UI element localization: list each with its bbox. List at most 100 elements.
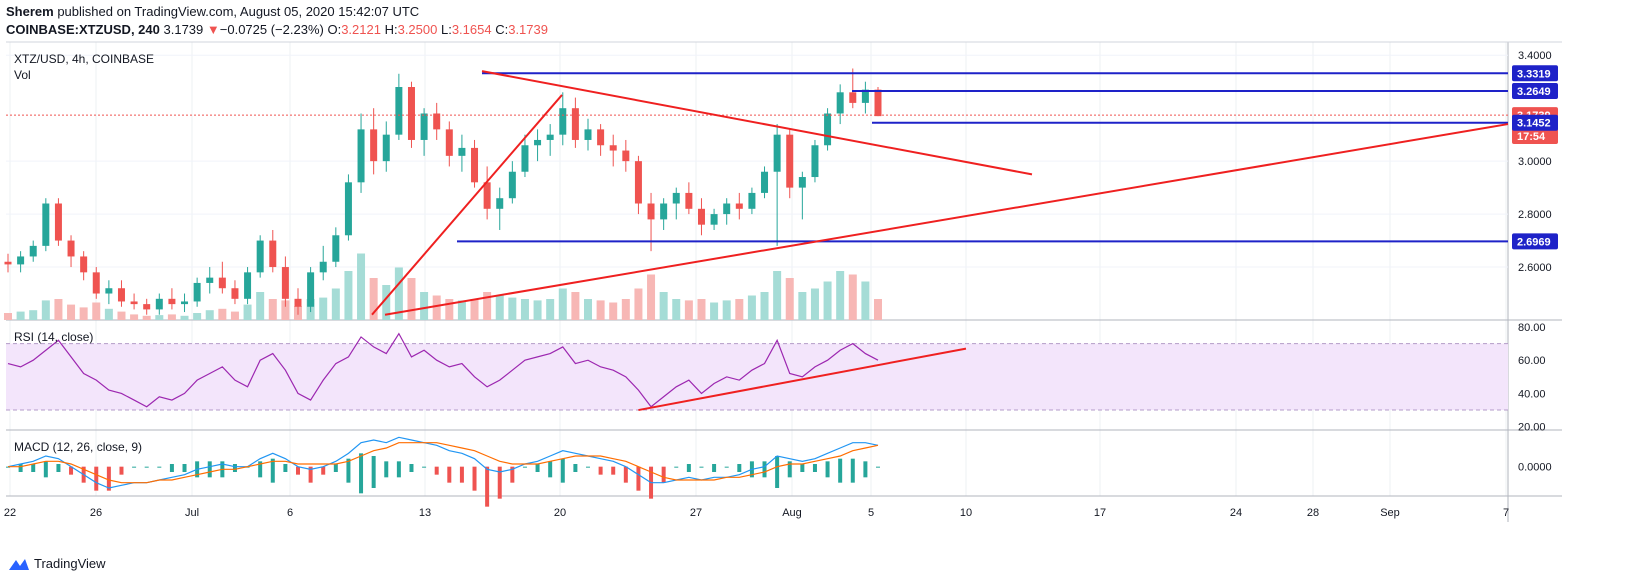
candle-body: [80, 256, 88, 273]
volume-bar: [218, 308, 227, 320]
open-label: O:: [327, 22, 342, 37]
volume-bar: [445, 299, 454, 320]
candle-body: [647, 203, 655, 220]
last-price: 3.1739: [163, 22, 204, 37]
volume-bar: [29, 310, 38, 320]
rsi-line: [7, 332, 879, 408]
candle-body: [697, 208, 705, 225]
macd-histogram-bar: [485, 466, 490, 507]
price-tag-label: 17:54: [1517, 131, 1546, 143]
rsi-tick-label: 80.00: [1518, 322, 1546, 334]
volume-bar: [470, 299, 479, 320]
low-label: L:: [440, 22, 452, 37]
macd-histogram-bar: [296, 466, 300, 475]
macd-histogram-bar: [623, 466, 628, 483]
macd-histogram-bar: [762, 461, 767, 478]
macd-histogram-bar: [333, 464, 338, 472]
macd-histogram-bar: [510, 466, 515, 483]
open-value: 3.2121: [341, 22, 381, 37]
close-label: C:: [495, 22, 509, 37]
macd-histogram-bar: [359, 453, 364, 494]
x-tick-label: 27: [690, 507, 702, 519]
macd-label: MACD (12, 26, close, 9): [14, 440, 143, 454]
macd-tick-label: 0.0000: [1518, 462, 1552, 474]
volume-bar: [495, 295, 504, 320]
price-tick-label: 2.6000: [1518, 262, 1552, 274]
candle-body: [256, 240, 264, 273]
macd-histogram-bar: [787, 461, 792, 478]
candle-body: [357, 129, 365, 183]
volume-bar: [836, 271, 845, 320]
volume-bar: [773, 271, 782, 320]
x-tick-label: 26: [90, 507, 102, 519]
volume-bar: [722, 300, 731, 320]
x-tick-label: 20: [554, 507, 566, 519]
macd-histogram-bar: [560, 458, 565, 483]
volume-bar: [457, 300, 466, 320]
volume-bar: [268, 299, 277, 320]
candle-body: [218, 277, 226, 289]
macd-histogram-bar: [94, 466, 99, 491]
volume-bar: [130, 314, 139, 320]
x-tick-label: 10: [960, 507, 972, 519]
macd-histogram-bar: [636, 466, 641, 491]
tradingview-logo-icon: [9, 558, 29, 570]
trendline: [371, 94, 563, 316]
volume-bar: [483, 292, 492, 320]
candle-body: [168, 298, 176, 305]
candle-body: [597, 129, 605, 146]
price-tick-label: 2.8000: [1518, 209, 1552, 221]
author-name[interactable]: Sherem: [6, 4, 54, 19]
volume-bar: [155, 315, 164, 320]
macd-histogram-bar: [712, 464, 717, 472]
macd-histogram-bar: [699, 466, 704, 468]
volume-bar: [180, 315, 189, 320]
volume-bar: [92, 302, 101, 320]
high-label: H:: [384, 22, 398, 37]
price-tag-label: 3.2649: [1517, 86, 1551, 98]
candle-body: [483, 182, 491, 209]
candle-body: [269, 240, 277, 268]
macd-histogram-bar: [674, 466, 679, 468]
macd-histogram-bar: [182, 464, 187, 472]
candle-body: [181, 301, 189, 305]
macd-histogram-bar: [144, 466, 149, 468]
macd-histogram-bar: [459, 466, 464, 483]
macd-histogram-bar: [724, 466, 729, 468]
macd-histogram-bar: [69, 466, 74, 475]
candle-body: [344, 182, 352, 236]
publish-info: Sherem published on TradingView.com, Aug…: [6, 4, 419, 19]
volume-bar: [823, 281, 832, 320]
volume-bar: [861, 281, 870, 320]
macd-histogram-bar: [409, 464, 414, 472]
candle-body: [811, 145, 819, 178]
volume-label: Vol: [14, 68, 31, 82]
candle-body: [634, 161, 642, 204]
macd-histogram-bar: [283, 464, 288, 472]
candle-body: [584, 129, 592, 140]
trendline: [384, 123, 1509, 316]
price-tag-label: 3.1452: [1517, 118, 1551, 130]
price-tag: [1512, 114, 1558, 131]
macd-histogram-bar: [434, 466, 439, 475]
price-tick-label: 3.4000: [1518, 50, 1552, 62]
candle-body: [4, 261, 12, 265]
candle-body: [723, 203, 731, 215]
candle-body: [244, 272, 252, 299]
x-tick-label: 17: [1094, 507, 1106, 519]
macd-histogram-bar: [800, 464, 805, 472]
macd-histogram-bar: [31, 464, 36, 472]
candle-body: [332, 235, 340, 262]
x-tick-label: 6: [287, 507, 293, 519]
volume-bar: [697, 299, 706, 320]
macd-histogram-bar: [573, 464, 578, 472]
macd-histogram-bar: [371, 456, 376, 488]
volume-bar: [281, 300, 290, 320]
rsi-tick-label: 20.00: [1518, 422, 1546, 434]
volume-bar: [810, 288, 819, 320]
candle-body: [710, 214, 718, 225]
brand-name: TradingView: [34, 556, 106, 571]
candle-body: [786, 134, 794, 188]
footer-brand[interactable]: TradingView: [8, 556, 106, 571]
